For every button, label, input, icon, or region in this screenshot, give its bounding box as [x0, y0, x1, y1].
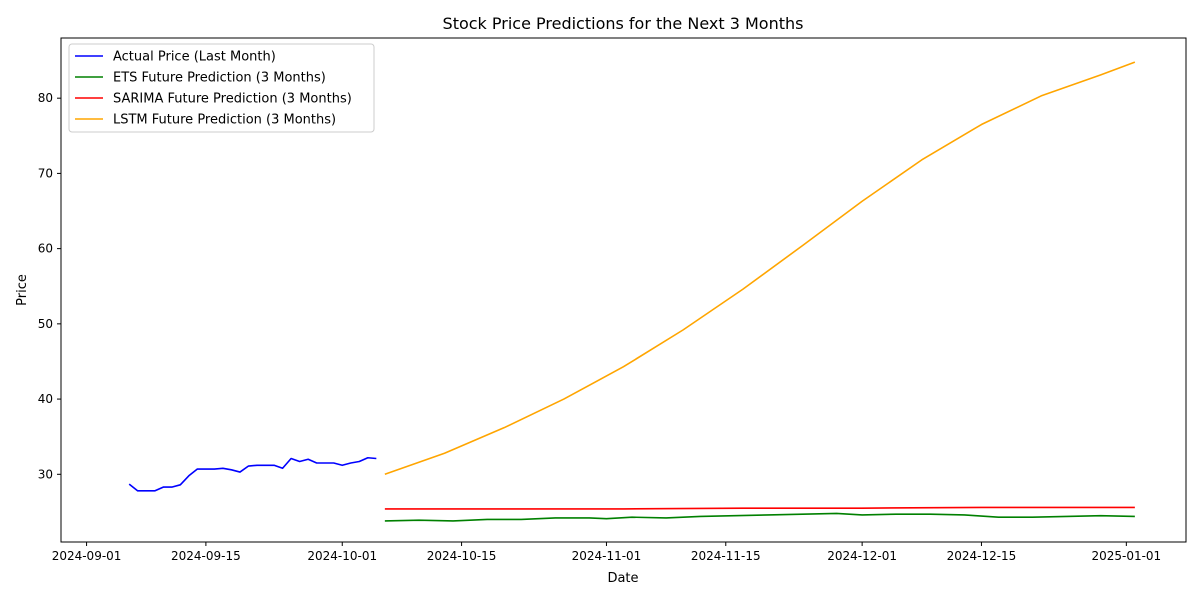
x-axis-label: Date — [607, 571, 638, 586]
y-tick-label: 30 — [38, 467, 53, 481]
y-axis-label: Price — [15, 274, 30, 306]
series-line-1 — [128, 456, 377, 492]
x-tick-label: 2024-10-01 — [307, 549, 377, 563]
x-tick-label: 2025-01-01 — [1091, 549, 1161, 563]
y-tick-label: 70 — [38, 166, 53, 180]
series-line-4 — [384, 61, 1136, 476]
series-line-3 — [384, 506, 1135, 510]
series-line-2 — [384, 512, 1135, 522]
y-tick-label: 50 — [38, 317, 53, 331]
x-tick-label: 2024-10-15 — [427, 549, 497, 563]
y-tick-label: 60 — [38, 242, 53, 256]
x-axis: 2024-09-01 2024-09-15 2024-10-01 2024-10-15… — [52, 542, 1161, 563]
legend-label: Actual Price (Last Month) — [113, 50, 276, 65]
x-tick-label: 2024-09-15 — [171, 549, 241, 563]
legend-label: SARIMA Future Prediction (3 Months) — [113, 92, 352, 107]
y-axis: 30 40 50 60 70 80 — [38, 91, 61, 481]
y-tick-label: 80 — [38, 91, 53, 105]
x-tick-label: 2024-11-01 — [572, 549, 642, 563]
y-tick-label: 40 — [38, 392, 53, 406]
x-tick-label: 2024-09-01 — [52, 549, 122, 563]
legend-label: LSTM Future Prediction (3 Months) — [113, 113, 336, 128]
x-tick-label: 2024-11-15 — [691, 549, 761, 563]
legend-box — [68, 43, 375, 133]
chart-title: Stock Price Predictions for the Next 3 M… — [443, 14, 804, 33]
legend: Actual Price (Last Month) ETS Future Pred… — [68, 43, 375, 133]
plot-area — [60, 37, 1187, 543]
series-layer — [128, 61, 1136, 522]
x-tick-label: 2024-12-01 — [827, 549, 897, 563]
legend-label: ETS Future Prediction (3 Months) — [113, 71, 326, 86]
x-tick-label: 2024-12-15 — [947, 549, 1017, 563]
